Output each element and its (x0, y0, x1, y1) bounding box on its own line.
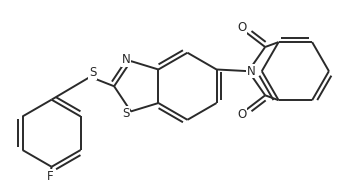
Text: O: O (237, 108, 246, 121)
Text: O: O (237, 21, 246, 34)
Text: S: S (122, 107, 129, 120)
Text: N: N (121, 53, 130, 66)
Text: S: S (89, 66, 96, 79)
Text: F: F (47, 170, 53, 183)
Text: N: N (247, 65, 256, 78)
